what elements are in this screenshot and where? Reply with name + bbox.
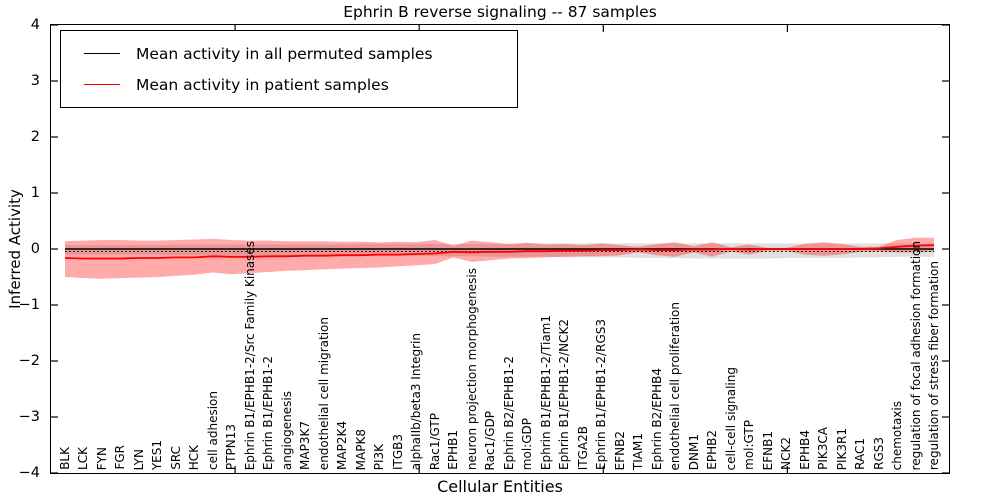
y-tick-label: 1 [30, 185, 40, 201]
x-category-label: Ephrin B1/EPHB1-2/Tiam1 [538, 314, 553, 470]
x-category-label: Ephrin B1/EPHB1-2/Src Family Kinases [242, 240, 257, 470]
x-category-label: EPHB1 [446, 430, 461, 470]
x-category-label: PIK3R1 [834, 427, 849, 470]
x-category-label: SRC [168, 446, 183, 470]
x-category-label: EPHB4 [797, 430, 812, 470]
x-category-label: BLK [58, 447, 72, 470]
x-category-label: LCK [76, 447, 91, 470]
x-category-label: FGR [113, 445, 128, 470]
y-axis-tick-labels: 4 3 2 1 0 −1 −2 −3 −4 [0, 17, 45, 481]
mean-activity-in-patient-samples-line [64, 244, 935, 260]
x-category-label: Rac1/GTP [427, 412, 442, 470]
x-category-label: EFNB1 [760, 430, 775, 470]
x-category-label: MAP3K7 [298, 421, 313, 470]
y-tick-label: −2 [18, 353, 40, 369]
x-category-label: HCK [187, 444, 202, 470]
x-category-label: EPHB2 [705, 430, 720, 470]
legend-box: Mean activity in all permuted samples Me… [60, 30, 518, 108]
permuted-line-swatch [84, 53, 120, 54]
x-category-label: YES1 [150, 439, 165, 470]
y-tick-label: 2 [30, 129, 40, 145]
x-category-label: mol:GDP [520, 417, 535, 470]
x-category-label: angiogenesis [279, 390, 294, 470]
y-tick-label: −4 [18, 465, 40, 481]
x-category-label: RGS3 [871, 437, 886, 470]
x-category-label: endothelial cell migration [316, 316, 331, 470]
x-category-label: endothelial cell proliferation [668, 301, 683, 470]
y-tick-label: 4 [30, 17, 40, 33]
x-category-label: Ephrin B2/EPHB1-2 [501, 355, 516, 470]
x-category-label: neuron projection morphogenesis [464, 267, 479, 470]
chart-title: Ephrin B reverse signaling -- 87 samples [343, 3, 657, 21]
patient-sample-range-band [65, 237, 934, 279]
x-category-label: regulation of stress fiber formation [927, 260, 942, 470]
x-category-label: cell-cell signaling [723, 366, 738, 471]
x-category-label: cell adhesion [205, 391, 220, 470]
x-category-label: PI3K [372, 443, 387, 470]
x-category-label: DNM1 [686, 433, 701, 470]
x-category-label: MAP2K4 [335, 421, 350, 470]
legend-label-patient: Mean activity in patient samples [136, 75, 389, 94]
y-tick-label: −1 [18, 297, 40, 313]
x-category-label: PTPN13 [224, 423, 239, 470]
chart-svg [51, 25, 949, 473]
x-category-label: mol:GTP [742, 420, 757, 470]
x-category-label: alphaIIb/beta3 Integrin [409, 332, 424, 470]
legend-entry-patient: Mean activity in patient samples [61, 69, 517, 100]
y-tick-label: −3 [18, 409, 40, 425]
x-category-label: chemotaxis [890, 400, 905, 470]
x-category-label: TIAM1 [631, 432, 646, 470]
x-category-label: FYN [94, 446, 109, 470]
x-category-label: Ephrin B1/EPHB1-2/RGS3 [594, 318, 609, 470]
x-category-label: ITGA2B [575, 425, 590, 470]
x-category-label: Ephrin B2/EPHB4 [649, 367, 664, 470]
x-category-label: MAPK8 [353, 428, 368, 470]
legend-label-permuted: Mean activity in all permuted samples [136, 44, 433, 63]
x-category-label: Ephrin B1/EPHB1-2/NCK2 [557, 319, 572, 470]
x-category-label: ITGB3 [390, 433, 405, 470]
x-category-label: PIK3CA [816, 427, 831, 470]
plot-area: BLK LCK FYN FGR LYN YES1 SRC HCK cell adhesion PT… [50, 24, 950, 474]
x-category-label: Ephrin B1/EPHB1-2 [261, 355, 276, 470]
x-category-label: Rac1/GDP [483, 410, 498, 470]
patient-line-swatch [84, 84, 120, 85]
x-category-label: RAC1 [853, 438, 868, 470]
x-category-label: EFNB2 [612, 430, 627, 470]
y-tick-label: 0 [30, 241, 40, 257]
y-tick-label: 3 [30, 73, 40, 89]
x-category-label: regulation of focal adhesion formation [908, 240, 923, 470]
legend-entry-permuted: Mean activity in all permuted samples [61, 38, 517, 69]
x-axis-label: Cellular Entities [437, 477, 563, 496]
x-category-label: NCK2 [779, 437, 794, 470]
x-category-label: LYN [131, 448, 146, 470]
